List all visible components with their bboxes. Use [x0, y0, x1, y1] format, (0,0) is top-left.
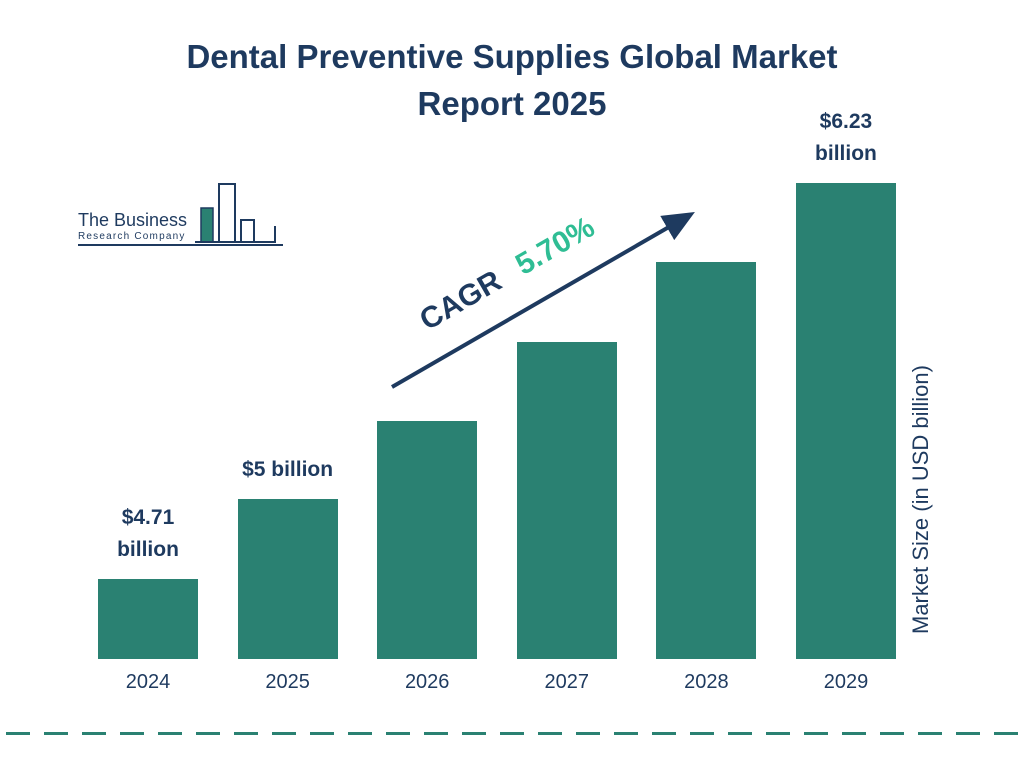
- bar-column-2026: 2026: [377, 421, 478, 696]
- bottom-dashed-divider: [6, 732, 1018, 735]
- bar-column-2027: 2027: [516, 342, 617, 696]
- cagr-trend-arrow: CAGR 5.70%: [390, 211, 695, 389]
- page-title: Dental Preventive Supplies Global Market…: [60, 34, 964, 128]
- page-title-line1: Dental Preventive Supplies Global Market: [186, 38, 838, 75]
- logo-company-name: The Business: [78, 210, 188, 230]
- bar-column-2028: 2028: [656, 262, 757, 696]
- bar-2026: [377, 421, 478, 659]
- logo-company-subname: Research Company: [78, 231, 186, 242]
- bar-2027: [516, 342, 617, 659]
- x-axis-label-2026: 2026: [404, 671, 450, 693]
- bar-2029: [795, 183, 896, 659]
- bar-series: $4.71 billion 2024 $5 billion 2025 2026 2027 20…: [98, 106, 896, 696]
- bar-2028: [656, 262, 757, 659]
- bar-value-label-2029: $6.23 billion: [815, 110, 877, 165]
- bar-column-2029: $6.23 billion 2029: [795, 106, 896, 696]
- logo-bar-chart-icon: [195, 183, 277, 243]
- page-title-line2: Report 2025: [417, 84, 607, 122]
- bar-column-2025: $5 billion 2025: [237, 454, 338, 697]
- logo-text: The Business Research Company: [78, 210, 187, 244]
- y-axis-title: Market Size (in USD billion): [908, 365, 933, 635]
- bar-2024: [98, 579, 198, 659]
- x-axis-label-2028: 2028: [684, 671, 729, 693]
- bar-value-label-2024: $4.71 billion: [117, 506, 179, 561]
- x-axis-label-2027: 2027: [544, 671, 590, 693]
- bar-value-label-2025: $5 billion: [242, 457, 334, 481]
- bar-2025: [237, 499, 338, 659]
- logo: The Business Research Company: [78, 182, 284, 246]
- x-axis-label-2025: 2025: [265, 671, 310, 693]
- x-axis-label-2029: 2029: [823, 671, 869, 693]
- x-axis-label-2024: 2024: [125, 671, 171, 693]
- bar-column-2024: $4.71 billion 2024: [98, 502, 198, 696]
